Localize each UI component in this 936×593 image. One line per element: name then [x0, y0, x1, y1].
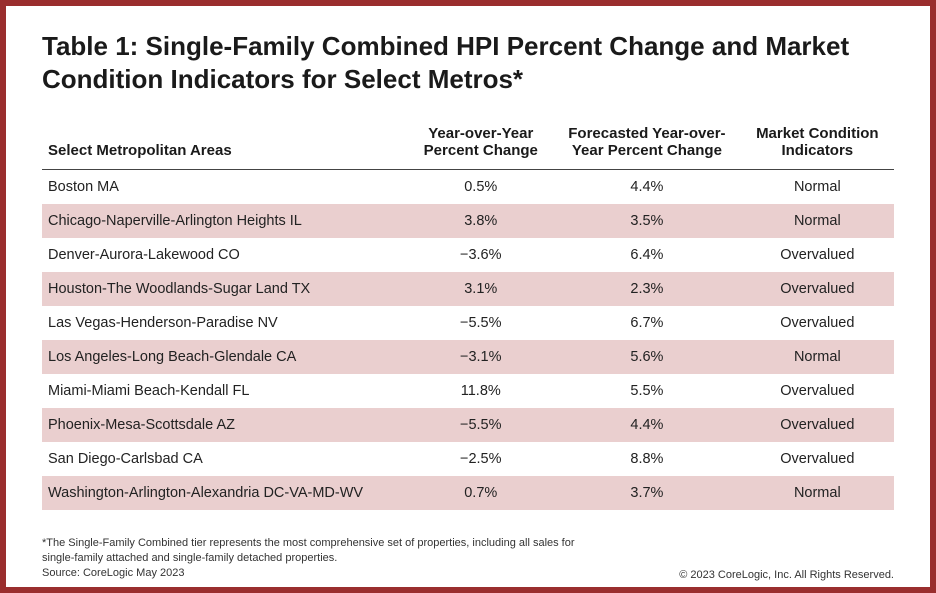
cell-forecast: 3.7% [553, 476, 740, 510]
table-title: Table 1: Single-Family Combined HPI Perc… [42, 30, 894, 95]
footer-block: *The Single-Family Combined tier represe… [42, 536, 894, 581]
col-header-yoy: Year-over-Year Percent Change [408, 117, 553, 170]
table-card: Table 1: Single-Family Combined HPI Perc… [6, 6, 930, 587]
cell-forecast: 4.4% [553, 408, 740, 442]
cell-forecast: 2.3% [553, 272, 740, 306]
cell-indicator: Overvalued [741, 238, 894, 272]
cell-forecast: 4.4% [553, 170, 740, 205]
cell-indicator: Normal [741, 340, 894, 374]
cell-metro: Phoenix-Mesa-Scottsdale AZ [42, 408, 408, 442]
table-row: Las Vegas-Henderson-Paradise NV −5.5% 6.… [42, 306, 894, 340]
cell-indicator: Overvalued [741, 442, 894, 476]
copyright-text: © 2023 CoreLogic, Inc. All Rights Reserv… [679, 569, 894, 581]
cell-yoy: −5.5% [408, 306, 553, 340]
col-header-metro: Select Metropolitan Areas [42, 117, 408, 170]
cell-indicator: Normal [741, 170, 894, 205]
cell-metro: Chicago-Naperville-Arlington Heights IL [42, 204, 408, 238]
cell-yoy: −3.1% [408, 340, 553, 374]
cell-metro: Houston-The Woodlands-Sugar Land TX [42, 272, 408, 306]
cell-metro: San Diego-Carlsbad CA [42, 442, 408, 476]
table-row: Los Angeles-Long Beach-Glendale CA −3.1%… [42, 340, 894, 374]
table-row: Houston-The Woodlands-Sugar Land TX 3.1%… [42, 272, 894, 306]
cell-forecast: 8.8% [553, 442, 740, 476]
cell-metro: Denver-Aurora-Lakewood CO [42, 238, 408, 272]
cell-forecast: 6.4% [553, 238, 740, 272]
cell-yoy: −2.5% [408, 442, 553, 476]
cell-yoy: 0.5% [408, 170, 553, 205]
cell-indicator: Normal [741, 476, 894, 510]
cell-yoy: 3.8% [408, 204, 553, 238]
table-row: Chicago-Naperville-Arlington Heights IL … [42, 204, 894, 238]
cell-indicator: Overvalued [741, 408, 894, 442]
cell-metro: Washington-Arlington-Alexandria DC-VA-MD… [42, 476, 408, 510]
cell-indicator: Overvalued [741, 374, 894, 408]
cell-indicator: Normal [741, 204, 894, 238]
cell-indicator: Overvalued [741, 272, 894, 306]
table-header-row: Select Metropolitan Areas Year-over-Year… [42, 117, 894, 170]
table-row: Boston MA 0.5% 4.4% Normal [42, 170, 894, 205]
cell-yoy: −3.6% [408, 238, 553, 272]
hpi-table: Select Metropolitan Areas Year-over-Year… [42, 117, 894, 510]
footnote-line: *The Single-Family Combined tier represe… [42, 536, 602, 566]
table-row: Miami-Miami Beach-Kendall FL 11.8% 5.5% … [42, 374, 894, 408]
cell-forecast: 6.7% [553, 306, 740, 340]
footnote-text: *The Single-Family Combined tier represe… [42, 536, 602, 581]
cell-yoy: 0.7% [408, 476, 553, 510]
cell-forecast: 3.5% [553, 204, 740, 238]
table-row: Denver-Aurora-Lakewood CO −3.6% 6.4% Ove… [42, 238, 894, 272]
cell-metro: Boston MA [42, 170, 408, 205]
cell-indicator: Overvalued [741, 306, 894, 340]
cell-metro: Miami-Miami Beach-Kendall FL [42, 374, 408, 408]
table-body: Boston MA 0.5% 4.4% Normal Chicago-Naper… [42, 170, 894, 511]
cell-yoy: 11.8% [408, 374, 553, 408]
cell-forecast: 5.5% [553, 374, 740, 408]
cell-forecast: 5.6% [553, 340, 740, 374]
table-row: Washington-Arlington-Alexandria DC-VA-MD… [42, 476, 894, 510]
table-row: San Diego-Carlsbad CA −2.5% 8.8% Overval… [42, 442, 894, 476]
cell-metro: Las Vegas-Henderson-Paradise NV [42, 306, 408, 340]
cell-yoy: 3.1% [408, 272, 553, 306]
cell-yoy: −5.5% [408, 408, 553, 442]
source-line: Source: CoreLogic May 2023 [42, 566, 602, 581]
col-header-indicator: Market Condition Indicators [741, 117, 894, 170]
col-header-forecast: Forecasted Year-over-Year Percent Change [553, 117, 740, 170]
table-row: Phoenix-Mesa-Scottsdale AZ −5.5% 4.4% Ov… [42, 408, 894, 442]
cell-metro: Los Angeles-Long Beach-Glendale CA [42, 340, 408, 374]
